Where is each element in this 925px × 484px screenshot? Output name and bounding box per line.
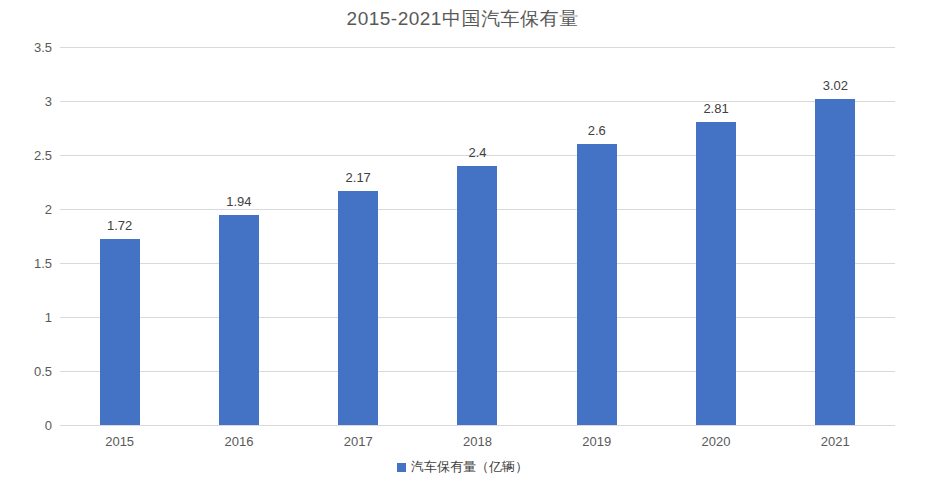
bar-value-label: 2.17	[346, 170, 371, 185]
bar-2020	[696, 122, 736, 425]
y-tick-label: 1	[45, 310, 52, 325]
chart-title: 2015-2021中国汽车保有量	[0, 6, 925, 32]
bar-2015	[100, 239, 140, 425]
y-tick-label: 3.5	[34, 40, 52, 55]
x-axis-label: 2021	[821, 434, 850, 449]
x-axis-label: 2017	[344, 434, 373, 449]
legend-label: 汽车保有量（亿辆）	[411, 458, 528, 476]
y-tick-label: 3	[45, 94, 52, 109]
bars-layer: 1.7220151.9420162.1720172.420182.620192.…	[60, 47, 895, 425]
y-tick-label: 2.5	[34, 148, 52, 163]
x-axis-label: 2019	[582, 434, 611, 449]
x-axis-label: 2016	[224, 434, 253, 449]
y-tick-label: 2	[45, 202, 52, 217]
bar-value-label: 3.02	[823, 78, 848, 93]
bar-slot: 2.42018	[418, 47, 537, 425]
y-tick-label: 1.5	[34, 256, 52, 271]
bar-value-label: 2.4	[468, 145, 486, 160]
y-axis-tick-labels: 00.511.522.533.5	[0, 47, 52, 425]
gridline	[60, 425, 895, 426]
bar-2018	[457, 166, 497, 425]
bar-slot: 3.022021	[776, 47, 895, 425]
x-axis-label: 2015	[105, 434, 134, 449]
legend: 汽车保有量（亿辆）	[0, 458, 925, 476]
bar-slot: 2.812020	[656, 47, 775, 425]
y-tick-label: 0.5	[34, 364, 52, 379]
bar-value-label: 1.72	[107, 218, 132, 233]
bar-value-label: 2.6	[588, 123, 606, 138]
bar-2019	[577, 144, 617, 425]
x-axis-label: 2020	[702, 434, 731, 449]
bar-value-label: 2.81	[703, 101, 728, 116]
bar-2017	[338, 191, 378, 425]
x-axis-label: 2018	[463, 434, 492, 449]
plot-area: 1.7220151.9420162.1720172.420182.620192.…	[60, 47, 895, 425]
bar-value-label: 1.94	[226, 194, 251, 209]
bar-slot: 2.62019	[537, 47, 656, 425]
bar-slot: 2.172017	[299, 47, 418, 425]
bar-2021	[815, 99, 855, 425]
bar-2016	[219, 215, 259, 425]
legend-swatch-icon	[397, 463, 406, 472]
bar-slot: 1.942016	[179, 47, 298, 425]
y-tick-label: 0	[45, 418, 52, 433]
bar-slot: 1.722015	[60, 47, 179, 425]
bar-chart: 2015-2021中国汽车保有量 00.511.522.533.5 1.7220…	[0, 0, 925, 484]
